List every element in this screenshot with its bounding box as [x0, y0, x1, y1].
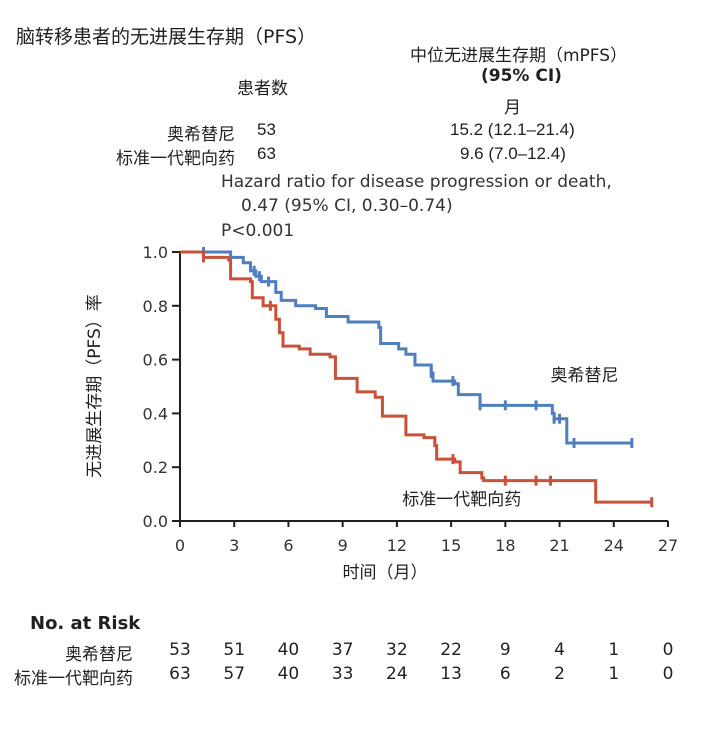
risk-value: 53 — [169, 640, 191, 660]
x-tick-label: 15 — [441, 536, 461, 555]
y-axis-label: 无进展生存期（PFS）率 — [85, 294, 105, 478]
hazard-ratio-line2: 0.47 (95% CI, 0.30–0.74) — [241, 196, 453, 216]
risk-value: 37 — [331, 640, 354, 660]
y-tick-label: 0.4 — [143, 404, 168, 423]
risk-table-title: No. at Risk — [30, 613, 141, 634]
risk-value: 32 — [386, 640, 408, 660]
x-tick-label: 12 — [387, 536, 407, 555]
risk-value: 0 — [662, 640, 674, 660]
risk-value: 40 — [277, 664, 300, 684]
risk-value: 2 — [554, 664, 565, 684]
x-tick-label: 9 — [338, 536, 348, 555]
x-tick-label: 18 — [495, 536, 515, 555]
y-tick-label: 0.0 — [143, 512, 168, 531]
unit-header: 月 — [504, 98, 521, 118]
risk-value: 22 — [440, 640, 462, 660]
x-axis-label: 时间（月） — [343, 563, 428, 583]
group-label-osimertinib: 奥希替尼 — [167, 125, 235, 145]
group-mpfs-osimertinib: 15.2 (12.1–21.4) — [450, 120, 575, 139]
risk-value: 0 — [662, 664, 674, 684]
group-n-osimertinib: 53 — [257, 120, 276, 139]
y-tick-label: 0.6 — [143, 351, 168, 370]
risk-value: 40 — [277, 640, 300, 660]
km-curve — [180, 250, 632, 445]
x-tick-label: 3 — [229, 536, 239, 555]
p-value: P<0.001 — [221, 221, 295, 241]
risk-value: 51 — [223, 640, 246, 660]
risk-value: 1 — [608, 664, 620, 684]
group-n-standard: 63 — [257, 144, 276, 163]
x-tick-label: 6 — [283, 536, 293, 555]
mpfs-header: 中位无进展生存期（mPFS） — [410, 46, 628, 66]
risk-value: 4 — [554, 640, 565, 660]
risk-value: 13 — [440, 664, 462, 684]
km-plot: 0 3 6 9 12 15 18 21 24 27 0.0 0.2 0.4 0.6 0.8 1.0 时间（月） 无… — [85, 243, 678, 583]
x-tick-label: 21 — [549, 536, 569, 555]
risk-value: 1 — [608, 640, 620, 660]
risk-value: 57 — [223, 664, 246, 684]
y-tick-label: 0.2 — [143, 458, 168, 477]
risk-row-label: 标准一代靶向药 — [14, 669, 133, 689]
patient-count-header: 患者数 — [237, 79, 288, 99]
risk-value: 9 — [499, 640, 511, 660]
risk-value: 63 — [169, 664, 191, 684]
x-tick-label: 0 — [175, 536, 185, 555]
x-tick-label: 27 — [658, 536, 678, 555]
risk-row-label: 奥希替尼 — [65, 645, 133, 665]
group-label-standard: 标准一代靶向药 — [116, 149, 235, 169]
km-curve — [180, 250, 652, 504]
risk-value: 6 — [499, 664, 511, 684]
chart-title: 脑转移患者的无进展生存期（PFS） — [16, 26, 317, 48]
y-tick-label: 1.0 — [143, 243, 168, 262]
hazard-ratio-line1: Hazard ratio for disease progression or … — [221, 172, 612, 192]
risk-value: 33 — [331, 664, 354, 684]
x-tick-label: 24 — [604, 536, 624, 555]
ci-header: (95% CI) — [481, 66, 562, 86]
series-label: 奥希替尼 — [551, 366, 619, 386]
risk-value: 24 — [386, 664, 408, 684]
group-mpfs-standard: 9.6 (7.0–12.4) — [460, 144, 566, 163]
series-label: 标准一代靶向药 — [402, 490, 521, 510]
y-tick-label: 0.8 — [143, 297, 168, 316]
